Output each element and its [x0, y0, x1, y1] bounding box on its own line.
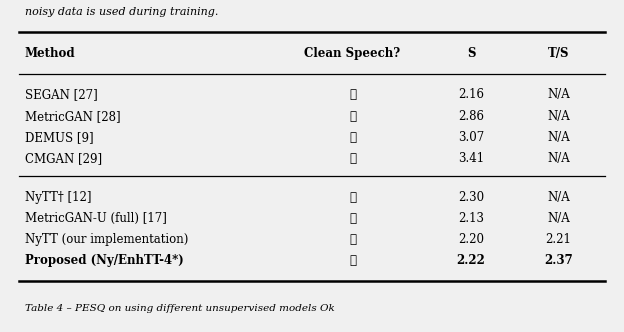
Text: N/A: N/A: [547, 191, 570, 204]
Text: SEGAN [27]: SEGAN [27]: [25, 88, 98, 102]
Text: Method: Method: [25, 46, 76, 60]
Text: ✓: ✓: [349, 152, 356, 165]
Text: ✗: ✗: [349, 212, 356, 225]
Text: MetricGAN [28]: MetricGAN [28]: [25, 110, 120, 123]
Text: 3.07: 3.07: [458, 131, 484, 144]
Text: 2.86: 2.86: [458, 110, 484, 123]
Text: 2.13: 2.13: [458, 212, 484, 225]
Text: N/A: N/A: [547, 152, 570, 165]
Text: S: S: [467, 46, 475, 60]
Text: 2.16: 2.16: [458, 88, 484, 102]
Text: DEMUS [9]: DEMUS [9]: [25, 131, 94, 144]
Text: CMGAN [29]: CMGAN [29]: [25, 152, 102, 165]
Text: 2.37: 2.37: [544, 254, 573, 268]
Text: MetricGAN-U (full) [17]: MetricGAN-U (full) [17]: [25, 212, 167, 225]
Text: ✗: ✗: [349, 191, 356, 204]
Text: N/A: N/A: [547, 131, 570, 144]
Text: 2.22: 2.22: [457, 254, 485, 268]
Text: 2.30: 2.30: [458, 191, 484, 204]
Text: ✓: ✓: [349, 88, 356, 102]
Text: 3.41: 3.41: [458, 152, 484, 165]
Text: NyTT† [12]: NyTT† [12]: [25, 191, 92, 204]
Text: ✓: ✓: [349, 110, 356, 123]
Text: ✗: ✗: [349, 254, 356, 268]
Text: Proposed (Ny/EnhTT-4*): Proposed (Ny/EnhTT-4*): [25, 254, 183, 268]
Text: 2.20: 2.20: [458, 233, 484, 246]
Text: Clean Speech?: Clean Speech?: [305, 46, 401, 60]
Text: ✓: ✓: [349, 131, 356, 144]
Text: Table 4 – PESQ on using different unsupervised models Ok: Table 4 – PESQ on using different unsupe…: [25, 303, 334, 313]
Text: N/A: N/A: [547, 88, 570, 102]
Text: 2.21: 2.21: [545, 233, 572, 246]
Text: N/A: N/A: [547, 212, 570, 225]
Text: noisy data is used during training.: noisy data is used during training.: [25, 7, 218, 17]
Text: NyTT (our implementation): NyTT (our implementation): [25, 233, 188, 246]
Text: N/A: N/A: [547, 110, 570, 123]
Text: ✗: ✗: [349, 233, 356, 246]
Text: T/S: T/S: [548, 46, 569, 60]
